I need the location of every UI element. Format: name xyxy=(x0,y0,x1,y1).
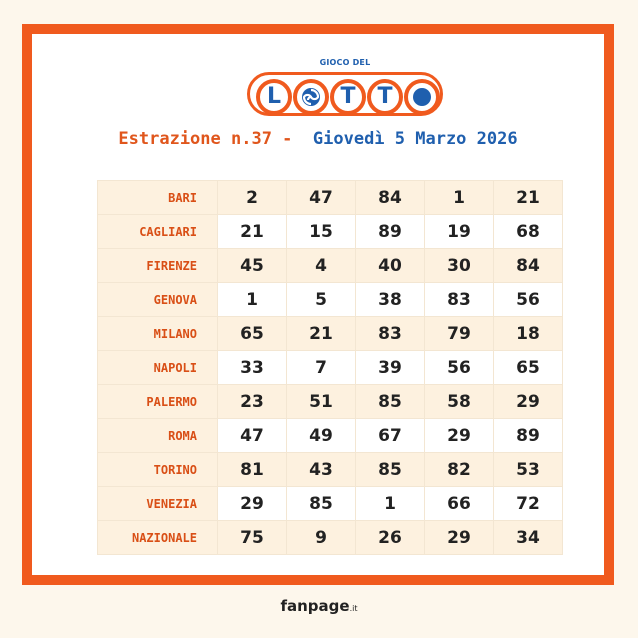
lotto-logo: GIOCO DEL L T T xyxy=(247,54,443,122)
number-cell: 30 xyxy=(424,248,494,283)
number-cell: 47 xyxy=(217,418,287,453)
number-cell: 29 xyxy=(493,384,563,419)
logo-letter-t2: T xyxy=(367,79,403,115)
city-cell: FIRENZE xyxy=(97,248,218,283)
number-cell: 51 xyxy=(286,384,356,419)
number-cell: 29 xyxy=(424,520,494,555)
city-cell: VENEZIA xyxy=(97,486,218,521)
number-cell: 1 xyxy=(424,180,494,215)
table-row: VENEZIA 29 85 1 66 72 xyxy=(97,486,563,521)
draw-label: Estrazione n.37 - xyxy=(118,129,303,149)
table-row: FIRENZE 45 4 40 30 84 xyxy=(97,248,563,283)
number-cell: 45 xyxy=(217,248,287,283)
number-cell: 15 xyxy=(286,214,356,249)
number-cell: 21 xyxy=(493,180,563,215)
number-cell: 29 xyxy=(217,486,287,521)
number-cell: 85 xyxy=(286,486,356,521)
draw-date: Giovedì 5 Marzo 2026 xyxy=(312,129,518,149)
logo-top-text: GIOCO DEL xyxy=(319,58,371,67)
results-card: GIOCO DEL L T T Estrazione n.37 - Gioved… xyxy=(22,24,614,585)
number-cell: 85 xyxy=(355,452,425,487)
city-cell: BARI xyxy=(97,180,218,215)
city-cell: MILANO xyxy=(97,316,218,351)
number-cell: 29 xyxy=(424,418,494,453)
number-cell: 21 xyxy=(217,214,287,249)
city-cell: NAZIONALE xyxy=(97,520,218,555)
number-cell: 72 xyxy=(493,486,563,521)
number-cell: 19 xyxy=(424,214,494,249)
number-cell: 33 xyxy=(217,350,287,385)
table-row: BARI 2 47 84 1 21 xyxy=(97,180,563,215)
number-cell: 1 xyxy=(217,282,287,317)
number-cell: 56 xyxy=(493,282,563,317)
number-cell: 84 xyxy=(493,248,563,283)
number-cell: 81 xyxy=(217,452,287,487)
number-cell: 9 xyxy=(286,520,356,555)
number-cell: 65 xyxy=(217,316,287,351)
number-cell: 68 xyxy=(493,214,563,249)
table-row: ROMA 47 49 67 29 89 xyxy=(97,418,563,453)
number-cell: 89 xyxy=(493,418,563,453)
number-cell: 58 xyxy=(424,384,494,419)
number-cell: 85 xyxy=(355,384,425,419)
number-cell: 5 xyxy=(286,282,356,317)
table-row: NAZIONALE 75 9 26 29 34 xyxy=(97,520,563,555)
number-cell: 18 xyxy=(493,316,563,351)
table-row: CAGLIARI 21 15 89 19 68 xyxy=(97,214,563,249)
table-row: GENOVA 1 5 38 83 56 xyxy=(97,282,563,317)
number-cell: 65 xyxy=(493,350,563,385)
number-cell: 75 xyxy=(217,520,287,555)
city-cell: TORINO xyxy=(97,452,218,487)
number-cell: 2 xyxy=(217,180,287,215)
number-cell: 49 xyxy=(286,418,356,453)
number-cell: 43 xyxy=(286,452,356,487)
number-cell: 34 xyxy=(493,520,563,555)
table-row: PALERMO 23 51 85 58 29 xyxy=(97,384,563,419)
logo-swirl-icon xyxy=(293,79,329,115)
results-table: BARI 2 47 84 1 21 CAGLIARI 21 15 89 19 68 FIRENZE 45 4… xyxy=(97,180,563,555)
number-cell: 53 xyxy=(493,452,563,487)
number-cell: 82 xyxy=(424,452,494,487)
number-cell: 79 xyxy=(424,316,494,351)
footer-brand: fanpage xyxy=(280,597,350,615)
number-cell: 47 xyxy=(286,180,356,215)
number-cell: 83 xyxy=(424,282,494,317)
number-cell: 7 xyxy=(286,350,356,385)
number-cell: 39 xyxy=(355,350,425,385)
logo-dot-icon xyxy=(404,79,440,115)
city-cell: GENOVA xyxy=(97,282,218,317)
city-cell: NAPOLI xyxy=(97,350,218,385)
number-cell: 21 xyxy=(286,316,356,351)
number-cell: 89 xyxy=(355,214,425,249)
number-cell: 38 xyxy=(355,282,425,317)
number-cell: 56 xyxy=(424,350,494,385)
number-cell: 83 xyxy=(355,316,425,351)
city-cell: PALERMO xyxy=(97,384,218,419)
logo-pill: L T T xyxy=(247,72,443,116)
number-cell: 40 xyxy=(355,248,425,283)
logo-letter-l: L xyxy=(256,79,292,115)
number-cell: 67 xyxy=(355,418,425,453)
fanpage-logo: fanpage.it xyxy=(0,597,638,615)
number-cell: 1 xyxy=(355,486,425,521)
number-cell: 23 xyxy=(217,384,287,419)
city-cell: CAGLIARI xyxy=(97,214,218,249)
city-cell: ROMA xyxy=(97,418,218,453)
page-title: Estrazione n.37 - Giovedì 5 Marzo 2026 xyxy=(32,129,604,149)
table-row: TORINO 81 43 85 82 53 xyxy=(97,452,563,487)
number-cell: 66 xyxy=(424,486,494,521)
logo-letter-t1: T xyxy=(330,79,366,115)
table-row: MILANO 65 21 83 79 18 xyxy=(97,316,563,351)
number-cell: 84 xyxy=(355,180,425,215)
number-cell: 4 xyxy=(286,248,356,283)
table-row: NAPOLI 33 7 39 56 65 xyxy=(97,350,563,385)
number-cell: 26 xyxy=(355,520,425,555)
footer-suffix: .it xyxy=(349,604,358,613)
